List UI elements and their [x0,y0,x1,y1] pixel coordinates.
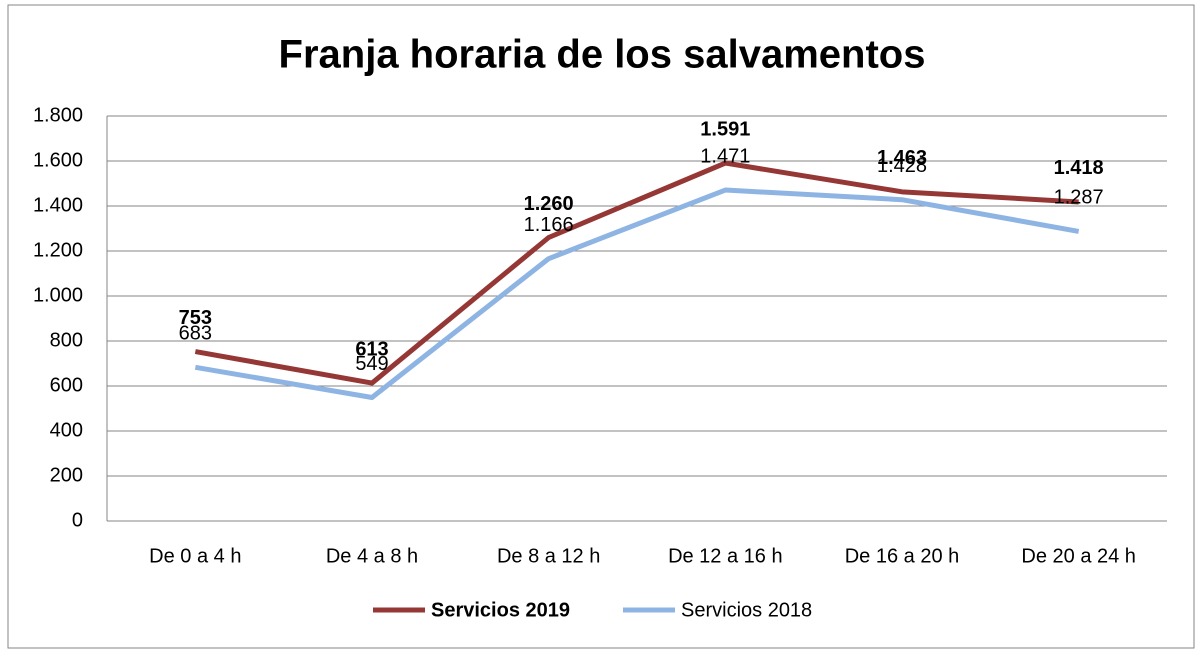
data-label: 1.287 [1054,187,1104,209]
y-tick-label: 1.600 [33,149,83,171]
x-tick-label: De 4 a 8 h [326,545,418,567]
data-label: 1.471 [700,145,750,167]
series-line [194,187,1080,400]
y-tick-label: 800 [50,329,83,351]
y-tick-label: 1.000 [33,284,83,306]
data-label: 1.418 [1054,157,1104,179]
x-tick-label: De 0 a 4 h [149,545,241,567]
data-label: 549 [355,353,388,375]
chart-border [7,4,1195,649]
legend-label: Servicios 2018 [681,599,812,621]
series-line [194,160,1079,386]
y-tick-label: 200 [50,464,83,486]
data-label: 1.591 [700,118,750,140]
y-tick-label: 400 [50,419,83,441]
data-label: 1.463 [877,147,927,169]
y-tick-label: 0 [72,509,83,531]
y-tick-label: 1.800 [33,104,83,126]
chart-title: Franja horaria de los salvamentos [279,33,926,77]
data-label: 683 [179,323,212,345]
legend-label: Servicios 2019 [431,599,570,621]
data-label: 1.166 [524,214,574,236]
x-tick-label: De 12 a 16 h [668,545,783,567]
data-label: 753 [179,307,212,329]
y-tick-label: 600 [50,374,83,396]
x-tick-label: De 16 a 20 h [845,545,960,567]
data-label: 613 [355,338,388,360]
y-tick-label: 1.400 [33,194,83,216]
data-label: 1.260 [524,193,574,215]
x-tick-label: De 8 a 12 h [497,545,600,567]
x-tick-label: De 20 a 24 h [1021,545,1136,567]
data-label: 1.428 [877,155,927,177]
y-tick-label: 1.200 [33,239,83,261]
